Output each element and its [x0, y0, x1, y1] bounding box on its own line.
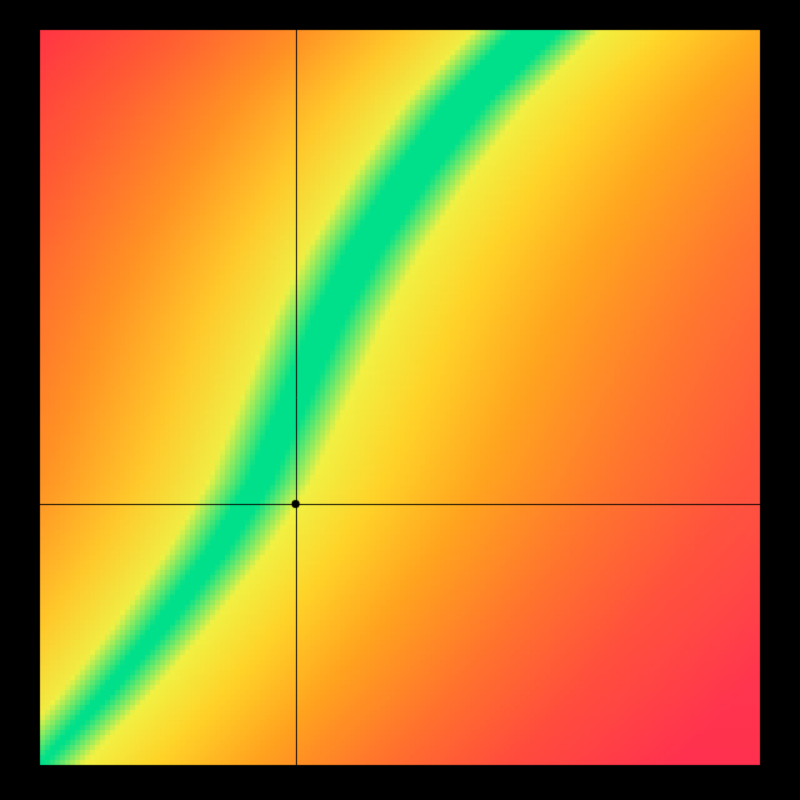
chart-container: TheBottleneck.com — [0, 0, 800, 800]
heatmap-canvas — [0, 0, 800, 800]
